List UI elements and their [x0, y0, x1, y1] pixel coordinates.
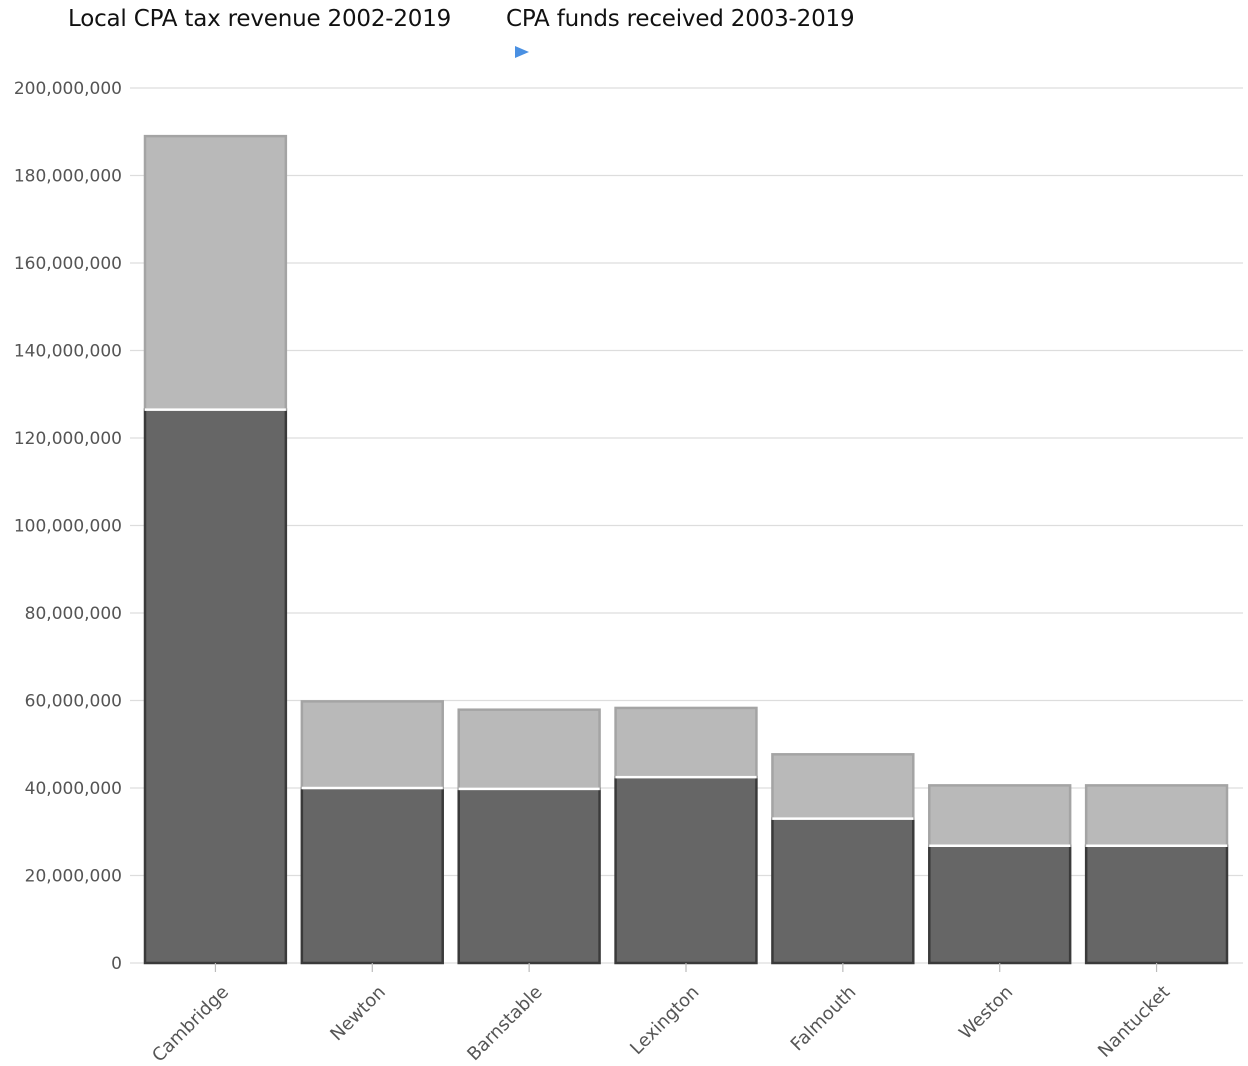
bar-segment-nantucket-local-tax[interactable] — [1084, 844, 1229, 965]
bar-segment-lexington-cpa-funds[interactable] — [614, 706, 758, 779]
y-tick-label: 140,000,000 — [14, 342, 122, 362]
play-arrow-icon — [515, 46, 529, 58]
bar-segment-lexington-local-tax[interactable] — [614, 775, 758, 965]
y-tick-label: 200,000,000 — [14, 79, 122, 99]
x-tick-label: Falmouth — [787, 982, 861, 1056]
y-tick-label: 0 — [111, 954, 122, 974]
x-tick-label: Cambridge — [148, 982, 233, 1066]
x-tick-label: Nantucket — [1094, 982, 1174, 1062]
bar-segment-newton-local-tax[interactable] — [300, 786, 444, 965]
bar-segment-weston-local-tax[interactable] — [928, 844, 1072, 965]
bar-segment-cambridge-local-tax[interactable] — [143, 408, 288, 965]
x-tick-label: Barnstable — [463, 982, 546, 1065]
legend-item-cpa-funds-received[interactable]: CPA funds received 2003-2019 — [506, 6, 855, 32]
bar-segment-barnstable-cpa-funds[interactable] — [457, 708, 601, 791]
x-tick-label: Lexington — [626, 982, 703, 1059]
y-tick-label: 180,000,000 — [14, 167, 122, 187]
x-tick-label: Weston — [955, 982, 1017, 1044]
legend-item-local-tax-revenue[interactable]: Local CPA tax revenue 2002-2019 — [68, 6, 452, 32]
y-tick-label: 100,000,000 — [14, 517, 122, 537]
bar-segment-barnstable-local-tax[interactable] — [457, 787, 601, 965]
bars — [143, 134, 1229, 965]
bar-segment-nantucket-cpa-funds[interactable] — [1084, 784, 1229, 847]
bar-segment-falmouth-local-tax[interactable] — [771, 817, 915, 965]
bar-segment-newton-cpa-funds[interactable] — [300, 700, 444, 790]
y-tick-label: 160,000,000 — [14, 254, 122, 274]
bar-segment-falmouth-cpa-funds[interactable] — [771, 753, 915, 820]
y-tick-label: 60,000,000 — [25, 692, 122, 712]
y-tick-label: 40,000,000 — [25, 779, 122, 799]
bar-segment-cambridge-cpa-funds[interactable] — [143, 134, 288, 411]
bar-segment-weston-cpa-funds[interactable] — [928, 784, 1072, 847]
x-axis: Cambridge Newton Barnstable Lexington Falmou… — [148, 963, 1174, 1066]
y-axis: 0 20,000,000 40,000,000 60,000,000 80,000,00… — [14, 79, 122, 974]
y-tick-label: 120,000,000 — [14, 429, 122, 449]
y-tick-label: 20,000,000 — [25, 867, 122, 887]
x-tick-label: Newton — [326, 982, 389, 1045]
y-tick-label: 80,000,000 — [25, 604, 122, 624]
chart-legend: Local CPA tax revenue 2002-2019 CPA fund… — [0, 6, 1248, 58]
